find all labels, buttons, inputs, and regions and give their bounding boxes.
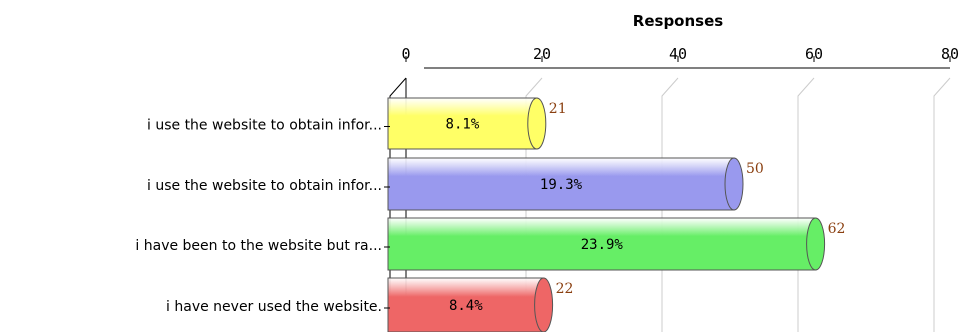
gridline [797,77,815,332]
bar [387,157,744,211]
category-labels: i use the website to obtain infor... i us… [135,118,390,315]
category-label: i use the website to obtain infor... [147,178,382,194]
tick-label: 80 [941,45,959,63]
category-label: i use the website to obtain infor... [147,118,382,134]
bar-value-label: 50 [746,161,764,177]
gridline [933,77,951,332]
chart-title: Responses [633,12,723,30]
bar-percent-label: 8.4% [449,298,483,314]
bar-value-label: 62 [828,221,846,237]
bars: 8.1% 21 19.3% 50 23.9% 62 8.4% 22 [387,97,846,332]
bar [387,97,547,150]
bar-percent-label: 8.1% [446,117,480,133]
tick-label: 40 [669,45,687,63]
bar-percent-label: 19.3% [540,177,583,193]
category-label: i have never used the website. [166,299,382,315]
bar-value-label: 22 [556,281,574,297]
tick-label: 20 [533,45,551,63]
bar [387,217,826,271]
tick-label: 0 [401,45,410,63]
bar [387,277,554,332]
bar-percent-label: 23.9% [581,237,624,253]
bar-value-label: 21 [549,101,567,117]
category-label: i have been to the website but ra... [135,238,382,254]
x-axis-ticks: 0 20 40 60 80 [401,45,959,63]
tick-label: 60 [805,45,823,63]
